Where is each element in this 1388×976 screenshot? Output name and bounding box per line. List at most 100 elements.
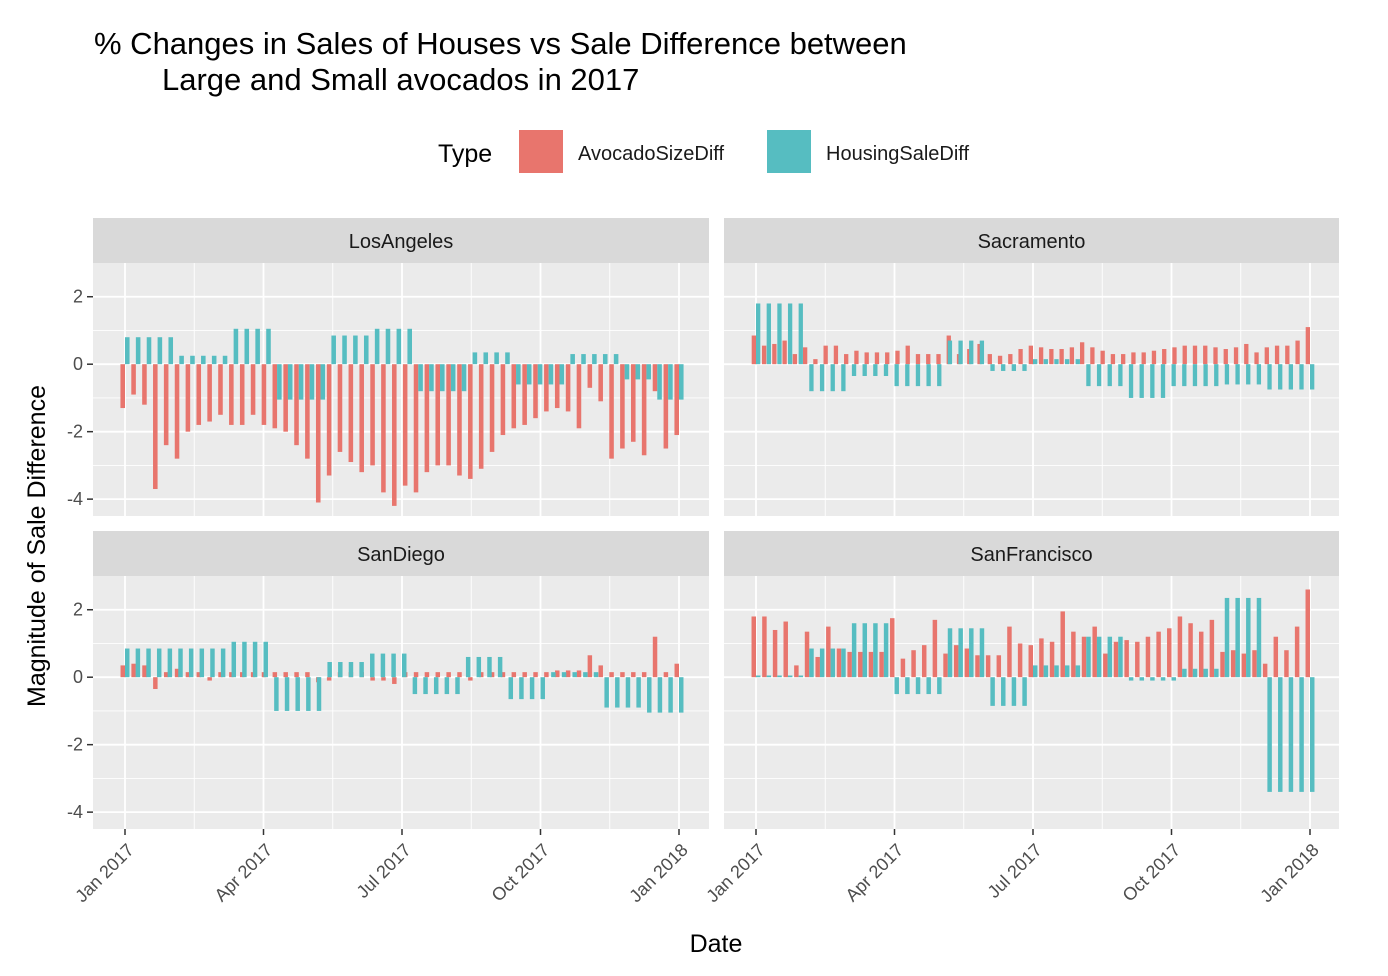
bar-avocado-size-diff bbox=[1069, 347, 1075, 365]
bar-avocado-size-diff bbox=[489, 672, 495, 678]
bar-housing-sale-diff bbox=[1075, 359, 1080, 365]
bar-housing-sale-diff bbox=[1054, 359, 1059, 365]
bar-housing-sale-diff bbox=[1171, 677, 1176, 681]
panel-Sacramento: Sacramento bbox=[724, 218, 1339, 516]
bar-avocado-size-diff bbox=[457, 364, 462, 476]
bar-avocado-size-diff bbox=[1135, 641, 1140, 678]
facet-strip-label: Sacramento bbox=[978, 231, 1086, 253]
facet-strip bbox=[724, 218, 1339, 263]
bar-housing-sale-diff bbox=[787, 303, 793, 365]
bar-housing-sale-diff bbox=[787, 675, 793, 678]
bar-housing-sale-diff bbox=[990, 677, 995, 706]
bar-avocado-size-diff bbox=[885, 352, 890, 365]
bar-avocado-size-diff bbox=[1262, 663, 1268, 678]
bar-avocado-size-diff bbox=[544, 364, 549, 412]
bar-avocado-size-diff bbox=[565, 670, 571, 678]
bar-housing-sale-diff bbox=[167, 648, 173, 678]
y-tick-label: 0 bbox=[73, 354, 83, 374]
bar-avocado-size-diff bbox=[207, 677, 212, 681]
bar-housing-sale-diff bbox=[146, 337, 152, 365]
bar-avocado-size-diff bbox=[641, 364, 647, 456]
bar-avocado-size-diff bbox=[1131, 352, 1136, 365]
bar-housing-sale-diff bbox=[905, 364, 910, 387]
bar-avocado-size-diff bbox=[239, 364, 245, 425]
bar-avocado-size-diff bbox=[174, 668, 180, 678]
bar-housing-sale-diff bbox=[370, 653, 375, 678]
bar-housing-sale-diff bbox=[613, 354, 619, 365]
bar-housing-sale-diff bbox=[505, 352, 510, 365]
bar-avocado-size-diff bbox=[921, 645, 927, 678]
bar-housing-sale-diff bbox=[146, 648, 151, 678]
bar-avocado-size-diff bbox=[554, 364, 560, 409]
y-tick-label: 2 bbox=[73, 600, 83, 620]
bar-housing-sale-diff bbox=[483, 352, 489, 365]
bar-housing-sale-diff bbox=[841, 648, 846, 678]
bar-housing-sale-diff bbox=[851, 364, 857, 377]
bar-avocado-size-diff bbox=[900, 658, 906, 678]
bar-avocado-size-diff bbox=[163, 364, 169, 446]
bar-avocado-size-diff bbox=[772, 629, 778, 678]
bar-housing-sale-diff bbox=[476, 656, 482, 678]
bar-avocado-size-diff bbox=[283, 364, 288, 432]
bar-housing-sale-diff bbox=[1171, 364, 1176, 387]
bar-housing-sale-diff bbox=[391, 653, 396, 678]
legend-key-housing bbox=[767, 130, 811, 173]
bar-avocado-size-diff bbox=[1241, 653, 1247, 678]
bar-avocado-size-diff bbox=[804, 631, 810, 678]
bar-avocado-size-diff bbox=[1100, 350, 1105, 365]
bar-housing-sale-diff bbox=[1128, 677, 1134, 681]
bar-avocado-size-diff bbox=[120, 364, 125, 409]
bar-avocado-size-diff bbox=[1059, 349, 1064, 365]
bar-avocado-size-diff bbox=[392, 677, 397, 684]
bar-avocado-size-diff bbox=[1145, 636, 1151, 678]
bar-avocado-size-diff bbox=[652, 364, 658, 392]
bar-housing-sale-diff bbox=[135, 648, 141, 678]
bar-avocado-size-diff bbox=[868, 651, 874, 678]
bar-housing-sale-diff bbox=[668, 677, 673, 713]
bar-avocado-size-diff bbox=[478, 672, 484, 678]
bar-housing-sale-diff bbox=[1054, 665, 1059, 678]
bar-housing-sale-diff bbox=[915, 677, 921, 695]
bar-housing-sale-diff bbox=[1033, 359, 1038, 365]
legend-label-avocado: AvocadoSizeDiff bbox=[578, 143, 724, 165]
bar-housing-sale-diff bbox=[1224, 364, 1230, 385]
bar-housing-sale-diff bbox=[1246, 597, 1251, 678]
bar-avocado-size-diff bbox=[359, 364, 364, 473]
bar-avocado-size-diff bbox=[478, 364, 484, 469]
bar-avocado-size-diff bbox=[911, 650, 916, 678]
bar-housing-sale-diff bbox=[211, 355, 217, 365]
bar-avocado-size-diff bbox=[326, 364, 332, 476]
bar-avocado-size-diff bbox=[783, 621, 788, 678]
bar-avocado-size-diff bbox=[446, 364, 451, 466]
bar-housing-sale-diff bbox=[444, 677, 450, 695]
bar-avocado-size-diff bbox=[854, 350, 859, 365]
bar-avocado-size-diff bbox=[1007, 626, 1012, 678]
y-tick-label: 2 bbox=[73, 287, 83, 307]
bar-housing-sale-diff bbox=[894, 677, 899, 695]
bar-avocado-size-diff bbox=[674, 663, 679, 678]
bar-housing-sale-diff bbox=[809, 364, 814, 392]
bar-avocado-size-diff bbox=[1274, 345, 1280, 365]
bar-avocado-size-diff bbox=[544, 672, 549, 678]
bar-avocado-size-diff bbox=[1090, 347, 1095, 365]
bar-housing-sale-diff bbox=[1086, 636, 1091, 678]
bar-avocado-size-diff bbox=[315, 364, 321, 503]
bar-avocado-size-diff bbox=[674, 364, 679, 436]
bar-avocado-size-diff bbox=[1124, 640, 1129, 678]
bar-housing-sale-diff bbox=[969, 628, 974, 678]
bar-housing-sale-diff bbox=[602, 354, 608, 365]
bar-housing-sale-diff bbox=[429, 364, 434, 392]
bar-avocado-size-diff bbox=[823, 345, 828, 365]
bar-avocado-size-diff bbox=[1230, 650, 1236, 678]
bar-housing-sale-diff bbox=[1022, 677, 1027, 706]
bar-avocado-size-diff bbox=[294, 364, 299, 446]
bar-avocado-size-diff bbox=[844, 354, 849, 365]
bar-housing-sale-diff bbox=[201, 355, 206, 365]
bar-housing-sale-diff bbox=[1310, 364, 1315, 390]
bar-avocado-size-diff bbox=[218, 364, 223, 415]
bar-housing-sale-diff bbox=[423, 677, 428, 695]
bar-avocado-size-diff bbox=[985, 655, 991, 678]
bar-housing-sale-diff bbox=[830, 648, 836, 678]
bar-avocado-size-diff bbox=[1162, 349, 1167, 365]
